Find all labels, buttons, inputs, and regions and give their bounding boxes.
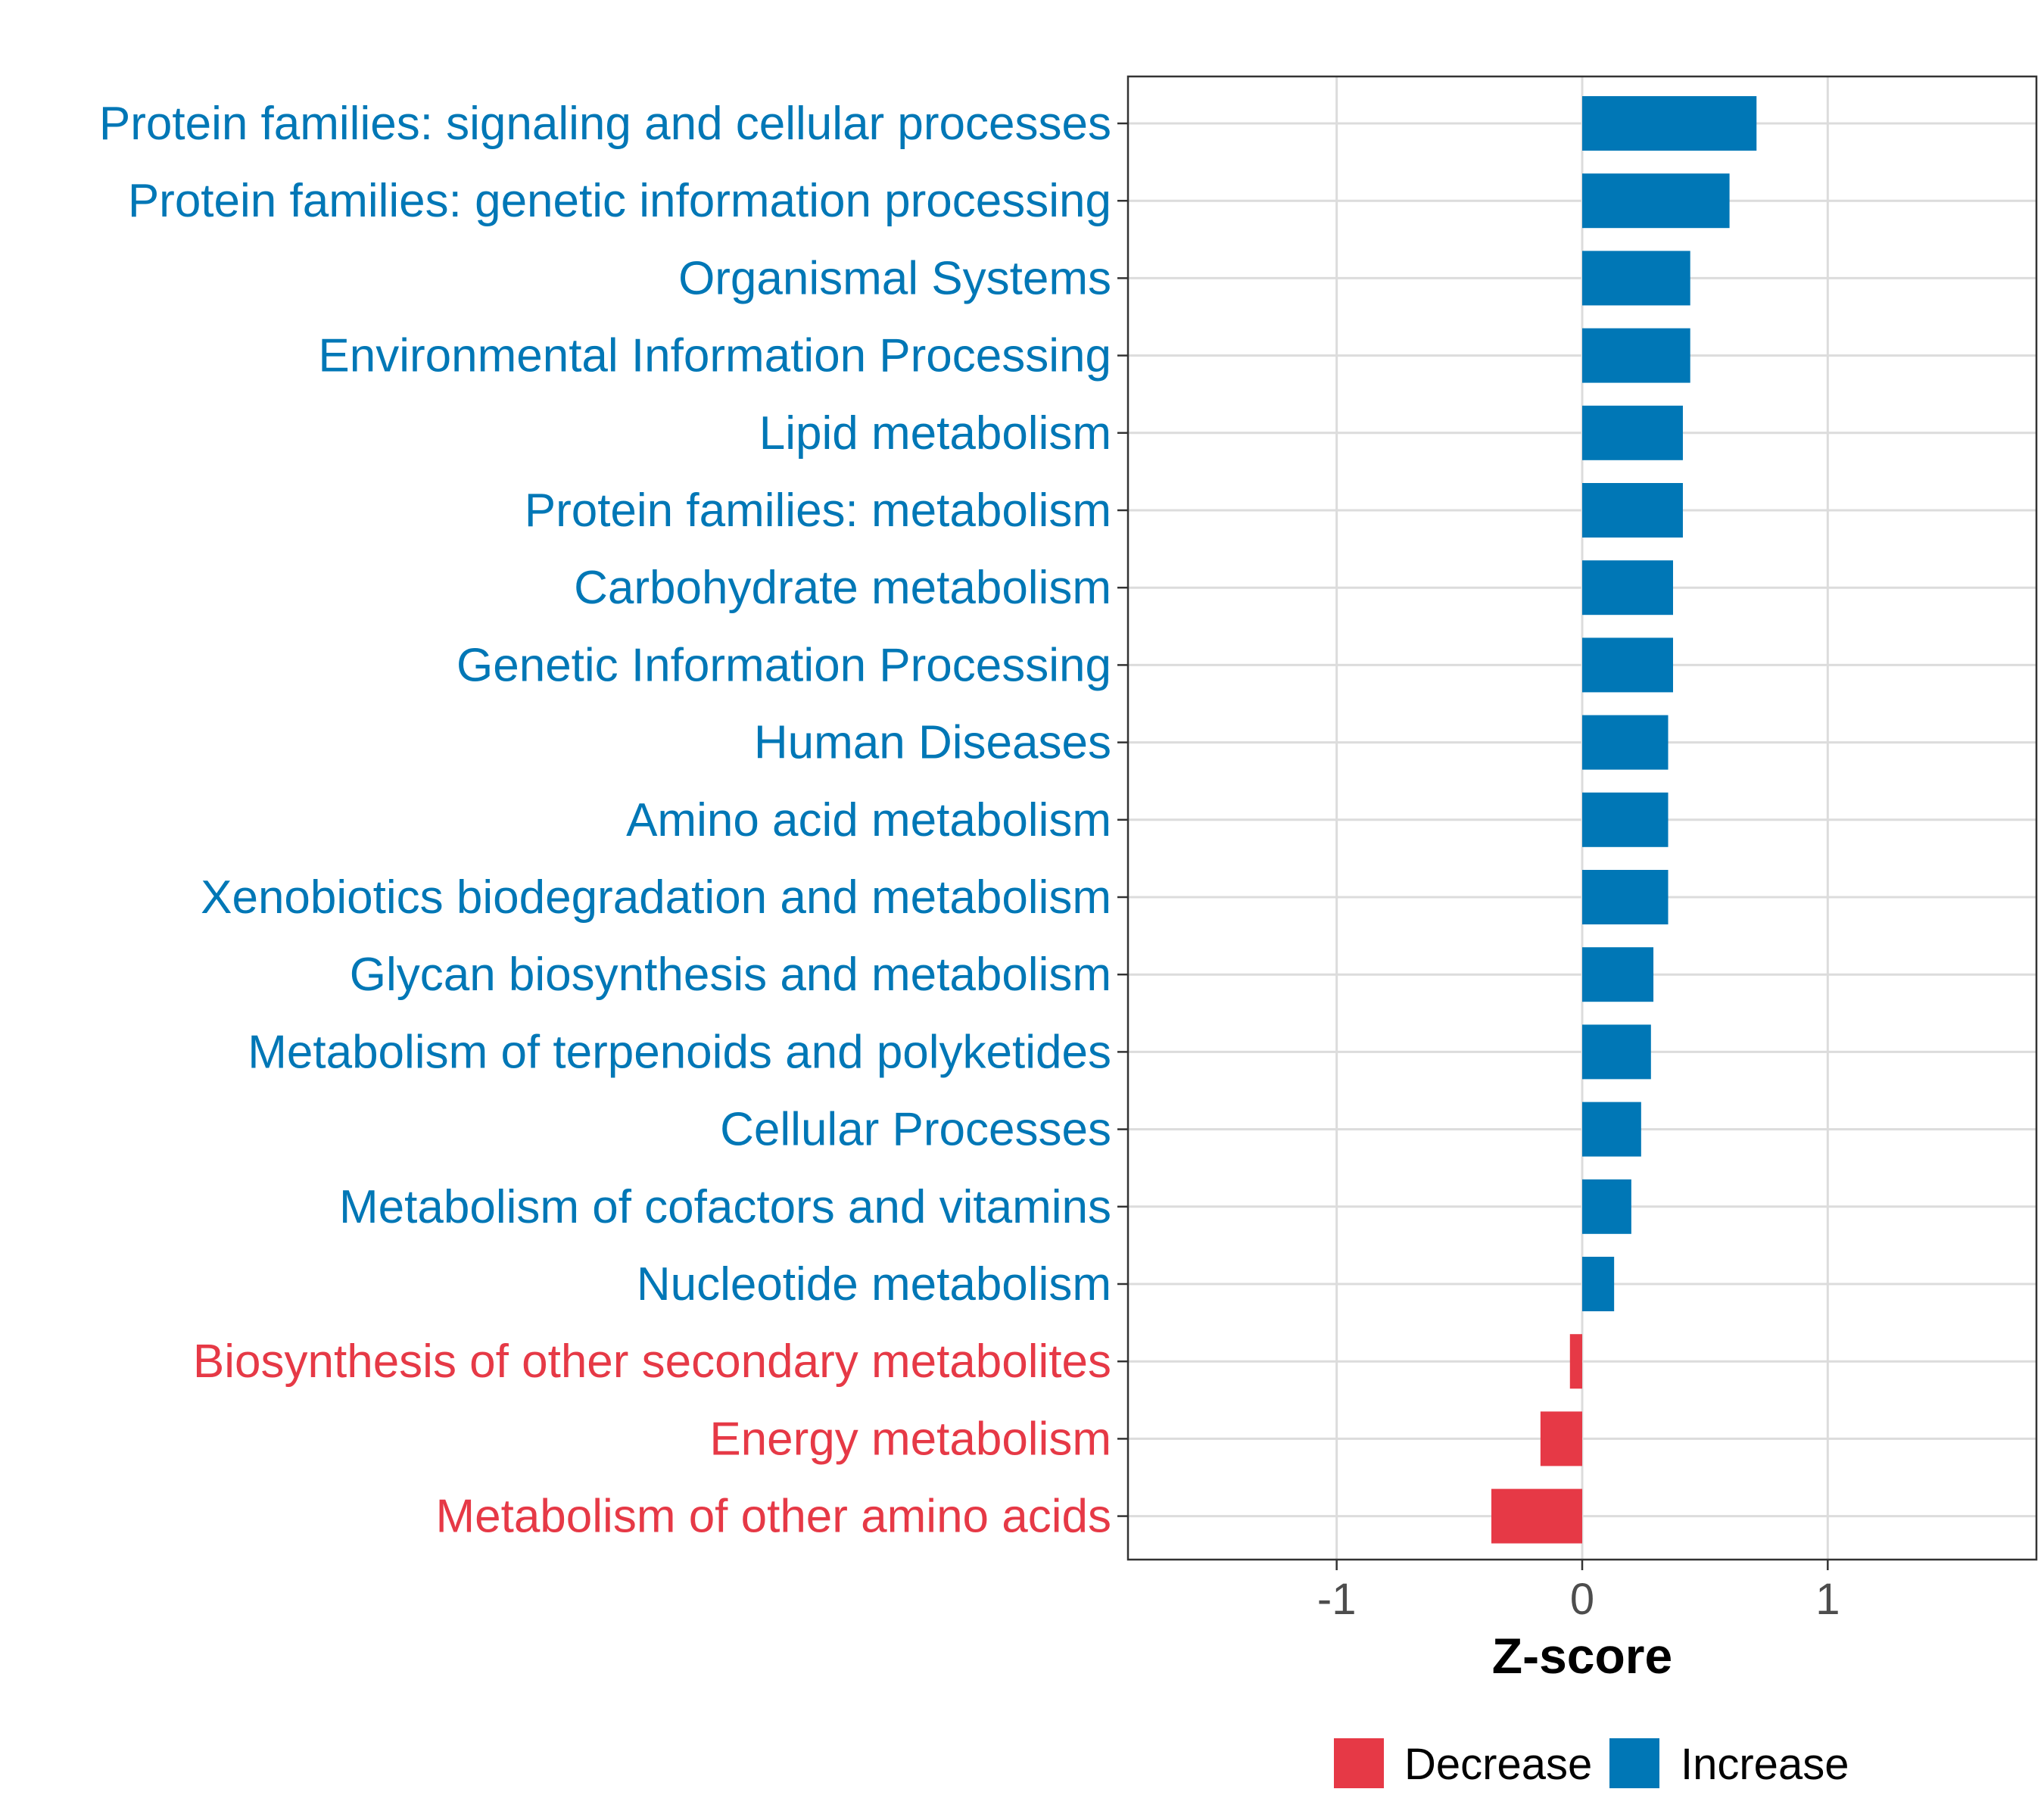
legend-swatch-increase [1609,1738,1659,1788]
x-axis-ticks: -1 0 1 [1317,1560,1840,1624]
bar-increase [1582,405,1683,460]
bar-increase [1582,483,1683,538]
bar-increase [1582,947,1654,1002]
bar-increase [1582,1257,1615,1311]
category-label: Xenobiotics biodegradation and metabolis… [201,871,1111,924]
bars [1491,96,1757,1544]
bar-increase [1582,1179,1631,1234]
y-axis-ticks [1117,122,1128,1517]
category-label: Metabolism of cofactors and vitamins [339,1181,1111,1233]
category-label: Protein families: genetic information pr… [128,175,1111,227]
legend-label-decrease: Decrease [1404,1740,1592,1789]
category-label: Nucleotide metabolism [637,1258,1111,1311]
bar-decrease [1540,1411,1582,1466]
category-label: Human Diseases [754,717,1111,769]
category-label: Metabolism of other amino acids [435,1491,1111,1543]
bar-increase [1582,870,1669,924]
bar-increase [1582,637,1673,693]
bar-increase [1582,173,1730,229]
legend-label-increase: Increase [1681,1740,1849,1789]
x-tick-label: 1 [1815,1575,1840,1624]
category-label: Carbohydrate metabolism [574,562,1111,614]
bar-decrease [1569,1334,1582,1389]
x-tick-label: 0 [1570,1575,1594,1624]
bar-increase [1582,1102,1641,1157]
bar-increase [1582,328,1690,383]
y-axis-category-labels: Protein families: signaling and cellular… [99,98,1111,1543]
bar-increase [1582,1024,1651,1080]
legend-swatch-decrease [1334,1738,1384,1788]
bar-decrease [1491,1488,1582,1544]
bar-increase [1582,560,1673,616]
category-label: Lipid metabolism [759,407,1111,460]
bar-increase [1582,251,1690,306]
category-label: Environmental Information Processing [318,330,1111,382]
category-label: Glycan biosynthesis and metabolism [350,949,1111,1001]
category-label: Protein families: signaling and cellular… [99,98,1111,150]
category-label: Metabolism of terpenoids and polyketides [248,1026,1111,1078]
bar-increase [1582,96,1757,151]
category-label: Amino acid metabolism [626,794,1111,846]
category-label: Energy metabolism [709,1413,1111,1465]
category-label: Organismal Systems [678,252,1111,304]
bar-increase [1582,792,1669,847]
x-axis-title: Z-score [1492,1628,1672,1684]
bar-increase [1582,715,1669,770]
category-label: Biosynthesis of other secondary metaboli… [193,1335,1111,1388]
category-label: Cellular Processes [720,1104,1111,1156]
category-label: Genetic Information Processing [456,639,1111,691]
x-tick-label: -1 [1317,1575,1357,1624]
category-label: Protein families: metabolism [525,485,1111,537]
legend: Decrease Increase [1334,1738,1849,1789]
